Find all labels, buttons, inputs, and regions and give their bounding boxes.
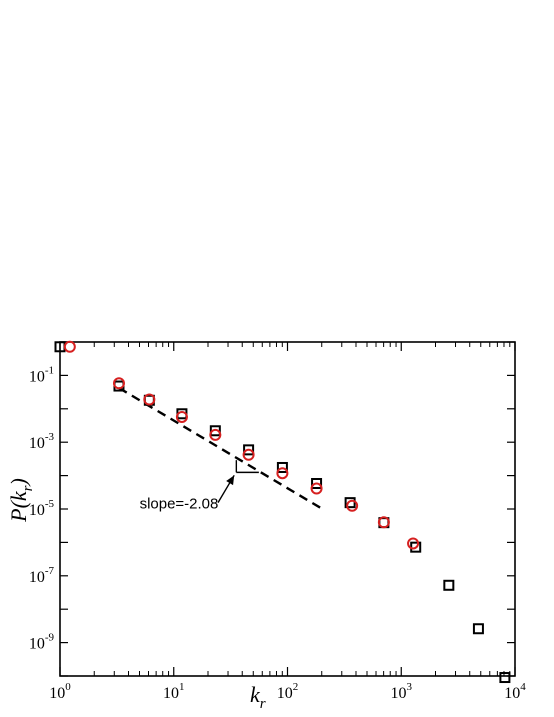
square-marker	[499, 672, 511, 684]
circle-marker	[310, 482, 323, 495]
square-marker	[311, 478, 323, 490]
circle-marker	[242, 448, 255, 461]
circle-marker	[209, 428, 222, 441]
y-tick-exponent: -1	[45, 364, 54, 376]
circle-marker	[346, 499, 359, 512]
square-marker	[276, 461, 288, 473]
x-tick-label: 104	[504, 681, 526, 702]
y-tick-exponent: -3	[45, 431, 55, 443]
x-tick-base: 10	[391, 685, 407, 702]
y-tick-label: 10-7	[29, 565, 55, 586]
square-marker	[209, 425, 221, 437]
data-marks	[54, 340, 511, 684]
plot-frame	[59, 341, 516, 677]
square-marker	[344, 497, 356, 509]
circle-marker	[377, 516, 390, 529]
y-tick-exponent: -5	[45, 498, 55, 510]
y-tick-label: 10-9	[29, 632, 55, 653]
y-tick-base: 10	[29, 368, 45, 385]
circle-marker	[143, 393, 156, 406]
y-tick-label: 10-5	[29, 498, 55, 519]
circle-marker	[175, 410, 188, 423]
fit-line-group	[118, 386, 324, 511]
x-tick-exponent: 1	[179, 681, 185, 693]
square-marker	[410, 541, 422, 553]
square-marker	[443, 579, 455, 591]
x-tick-label: 103	[391, 681, 413, 702]
y-tick-label: 10-3	[29, 431, 55, 452]
x-tick-label: 102	[277, 681, 299, 702]
x-tick-base: 10	[277, 685, 293, 702]
y-tick-exponent: -9	[45, 632, 55, 644]
x-axis-title: kr	[250, 682, 266, 712]
circle-marker	[407, 537, 420, 550]
x-axis-title-subscript: r	[260, 696, 266, 712]
square-marker	[472, 623, 484, 635]
x-tick-exponent: 0	[65, 681, 71, 693]
circle-marker	[276, 467, 289, 480]
y-tick-base: 10	[29, 636, 45, 653]
x-tick-label: 100	[49, 681, 71, 702]
x-tick-label: 101	[163, 681, 185, 702]
circle-marker	[112, 377, 125, 390]
slope-label: slope=-2.08	[140, 496, 219, 513]
axis-ticks	[59, 341, 516, 677]
x-tick-exponent: 2	[293, 681, 299, 693]
y-tick-base: 10	[29, 502, 45, 519]
fit-line	[118, 386, 324, 511]
y-axis-title-close: )	[6, 478, 31, 487]
slope-annotation-group	[217, 460, 259, 503]
square-marker	[243, 444, 255, 456]
annotation-arrow-head	[226, 475, 235, 486]
x-tick-exponent: 3	[407, 681, 413, 693]
x-tick-exponent: 4	[520, 681, 526, 693]
y-tick-exponent: -7	[45, 565, 55, 577]
circle-marker	[63, 340, 76, 353]
y-axis-title-subscript: r	[20, 485, 36, 491]
x-tick-base: 10	[49, 685, 65, 702]
y-tick-base: 10	[29, 569, 45, 586]
y-axis-title: P(kr)	[6, 478, 36, 523]
y-tick-base: 10	[29, 435, 45, 452]
x-tick-base: 10	[163, 685, 179, 702]
y-tick-label: 10-1	[29, 364, 54, 385]
x-tick-base: 10	[504, 685, 520, 702]
